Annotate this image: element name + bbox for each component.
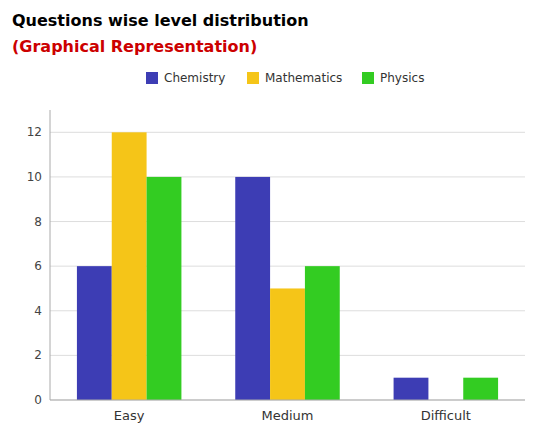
legend-label: Mathematics [265,71,342,85]
y-axis-line [50,110,51,400]
bar [394,378,429,400]
x-axis-line [50,400,525,401]
y-tick-label: 2 [34,348,42,362]
legend-swatch [247,72,259,84]
y-tick-label: 0 [34,393,42,407]
legend-swatch [146,72,158,84]
subtitle: (Graphical Representation) [12,37,257,56]
bar [112,132,147,400]
legend: Chemistry Mathematics Physics [146,71,424,85]
chart-container: Questions wise level distribution (Graphi… [0,0,549,441]
bar [147,177,182,400]
y-tick-label: 6 [34,259,42,273]
y-tick-label: 10 [27,170,42,184]
legend-label: Chemistry [164,71,225,85]
y-tick-label: 4 [34,304,42,318]
x-tick-label: Easy [114,408,145,423]
legend-label: Physics [380,71,424,85]
bar [235,177,270,400]
legend-swatch [362,72,374,84]
y-tick-label: 12 [27,125,42,139]
y-tick-label: 8 [34,215,42,229]
chart: Questions wise level distribution (Graphi… [0,0,549,441]
bar [77,266,112,400]
grid-line [50,400,525,401]
bar [270,288,305,400]
title: Questions wise level distribution [12,11,309,30]
bar [463,378,498,400]
bars [77,132,498,400]
bar [305,266,340,400]
x-tick-label: Difficult [421,408,471,423]
grid [50,132,525,400]
x-tick-label: Medium [262,408,314,423]
